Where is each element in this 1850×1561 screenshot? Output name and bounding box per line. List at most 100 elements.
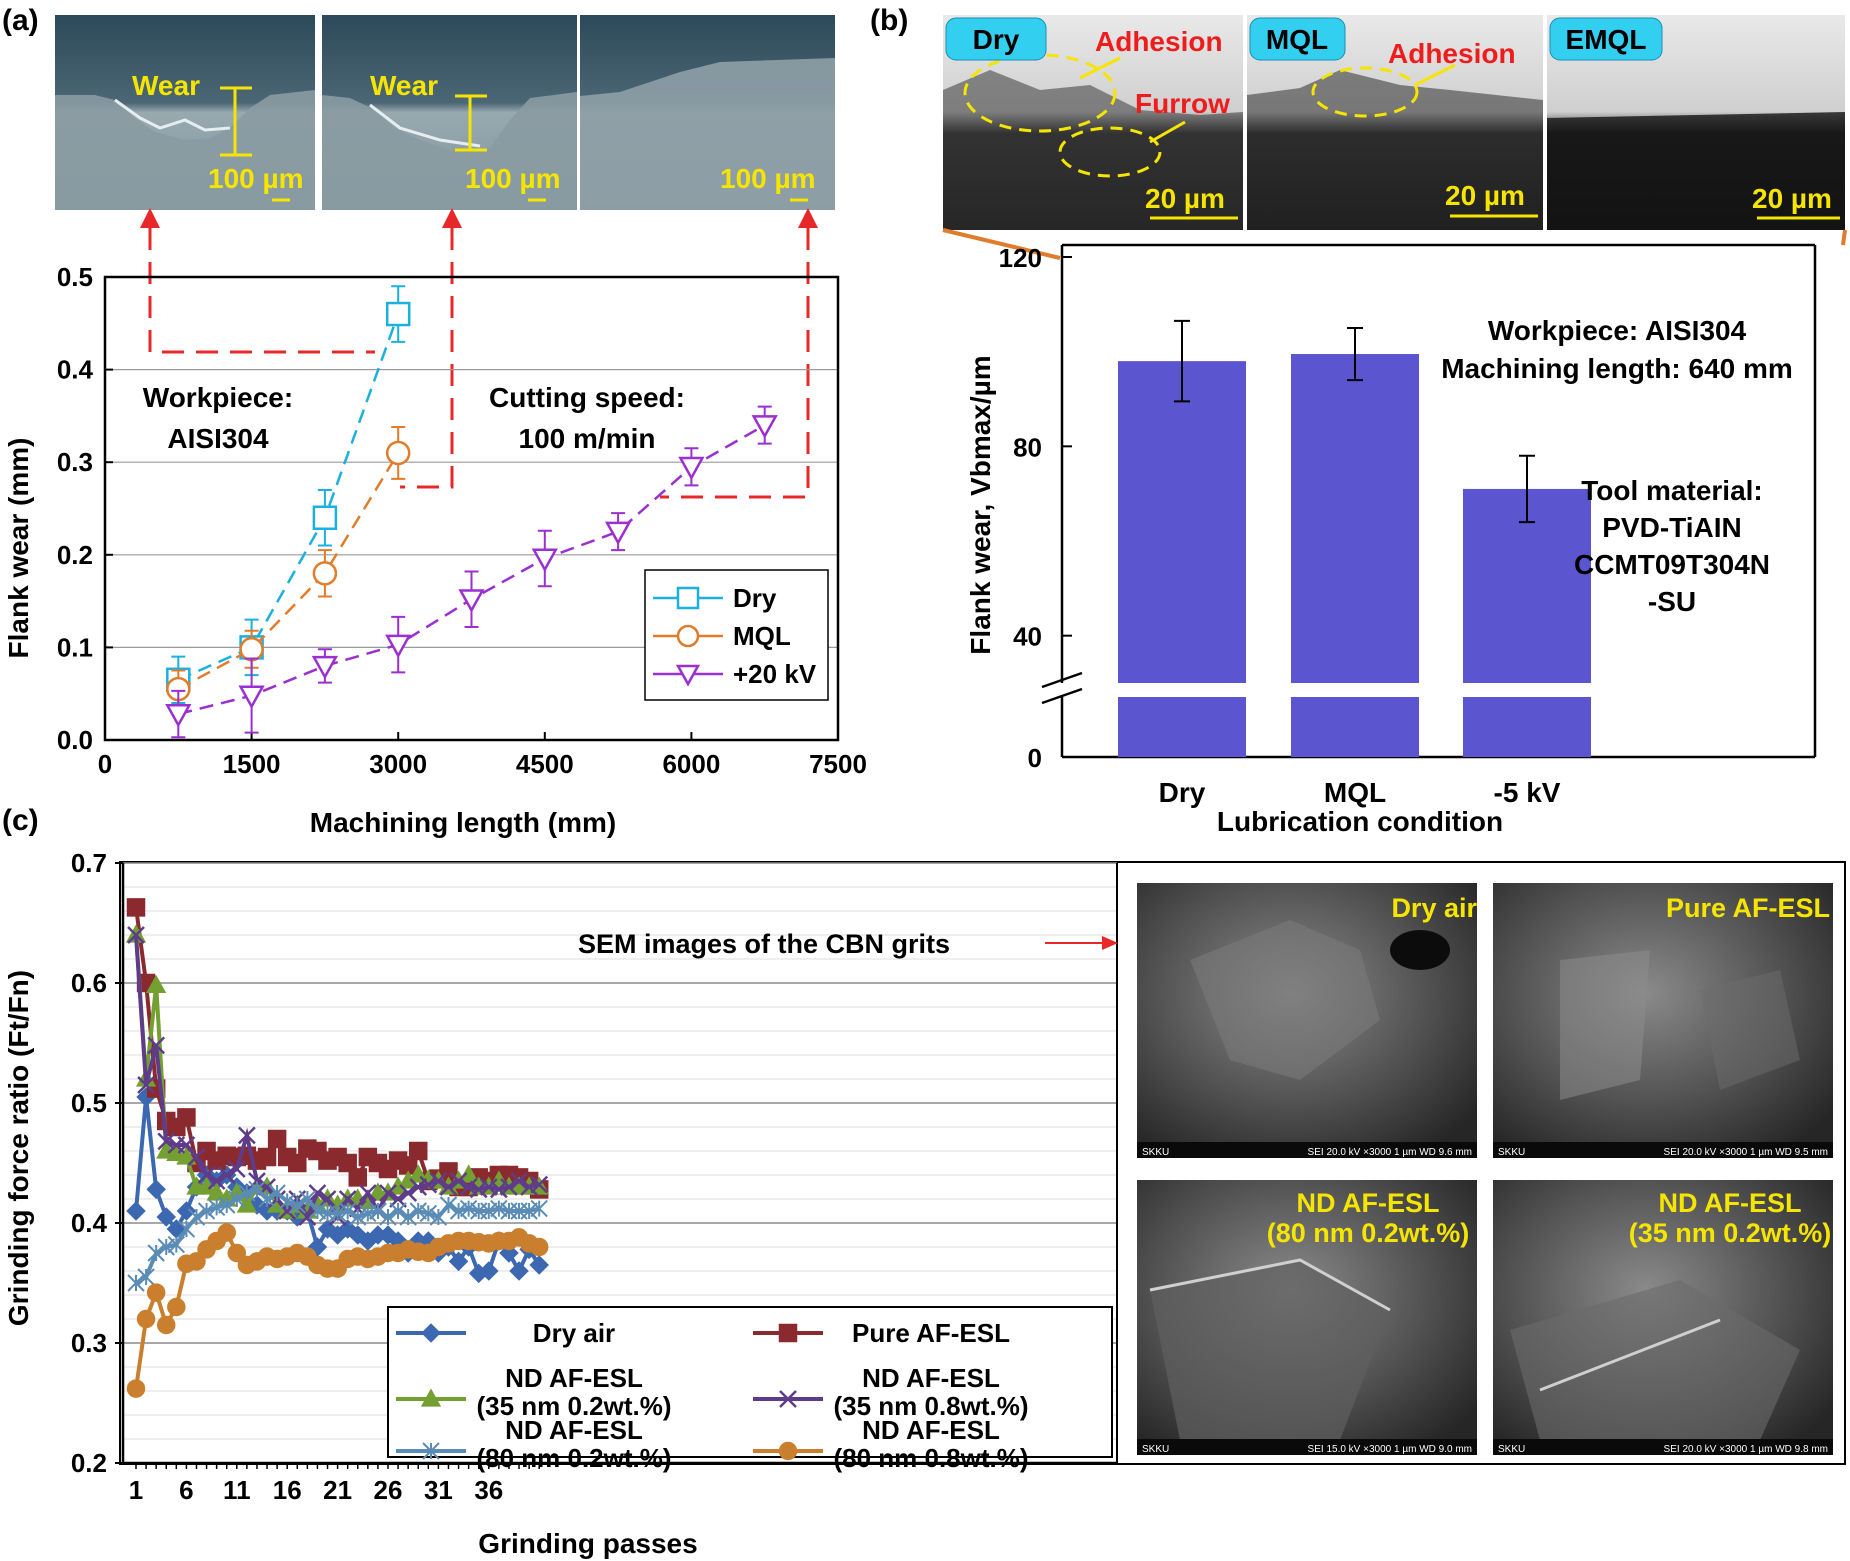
sem-tag: Dry <box>973 24 1020 55</box>
sem-mql: MQL Adhesion 20 µm <box>1247 15 1543 230</box>
data-point <box>146 974 167 994</box>
data-point <box>146 1283 166 1302</box>
sem-dry-air: SKKU SEI 20.0 kV ×3000 1 µm WD 9.6 mm Dr… <box>1137 883 1477 1158</box>
data-point <box>419 1175 438 1194</box>
speed-value: 100 m/min <box>519 423 656 454</box>
data-point <box>137 1076 155 1094</box>
sem-tag: MQL <box>1266 24 1328 55</box>
data-point <box>258 1190 276 1208</box>
legend-label: Dry air <box>533 1318 615 1348</box>
workpiece-value: AISI304 <box>167 423 269 454</box>
sem-title: ND AF-ESL <box>1659 1188 1802 1218</box>
data-point <box>449 1202 468 1220</box>
sem-footer-left: SKKU <box>1142 1147 1169 1158</box>
scale-label: 100 µm <box>465 163 561 194</box>
sem-title: ND AF-ESL <box>1297 1188 1440 1218</box>
data-point <box>369 1202 387 1220</box>
error-bar <box>1174 319 1190 403</box>
x-tick-label: 4500 <box>516 749 574 779</box>
data-point <box>389 1202 407 1220</box>
data-point <box>167 1297 186 1317</box>
data-point <box>207 1198 226 1217</box>
data-point <box>217 1166 236 1184</box>
sem-footer-right: SEI 20.0 kV ×3000 1 µm WD 9.5 mm <box>1664 1147 1828 1158</box>
y-tick-label: 0.4 <box>71 1208 108 1238</box>
sem-arrow: SEM images of the CBN grits <box>578 929 1118 959</box>
data-point <box>177 1220 196 1238</box>
data-point <box>268 1184 286 1202</box>
data-point <box>349 1208 367 1226</box>
data-point <box>604 521 632 546</box>
data-point <box>348 1168 368 1187</box>
legend-marker <box>778 1441 798 1461</box>
x-tick-label: 1 <box>129 1475 143 1505</box>
data-point <box>338 1202 357 1220</box>
legend-box <box>387 1306 1113 1458</box>
data-point <box>489 1180 508 1199</box>
sem-arrow-label: SEM images of the CBN grits <box>578 929 950 959</box>
data-point <box>288 1196 306 1214</box>
zoom-line-left <box>942 228 1061 260</box>
sem-footer-right: SEI 20.0 kV ×3000 1 µm WD 9.6 mm <box>1308 1147 1472 1158</box>
panel-a-connector-arrows <box>140 208 818 228</box>
data-point <box>147 1036 166 1055</box>
length-label: Machining length: 640 mm <box>1441 353 1793 384</box>
legend-marker <box>420 1388 442 1407</box>
plot-frame <box>103 275 840 742</box>
legend-label: (80 nm 0.8wt.%) <box>833 1443 1028 1473</box>
data-point <box>530 1175 549 1194</box>
data-point <box>298 1190 317 1208</box>
data-point <box>530 1199 548 1218</box>
scale-label: 20 µm <box>1145 183 1225 214</box>
data-point <box>227 1160 246 1178</box>
y-tick-label: 0.0 <box>57 725 93 755</box>
legend-marker <box>676 624 700 648</box>
scale-label: 100 µm <box>720 163 816 194</box>
data-point <box>127 1274 145 1292</box>
data-point <box>385 634 412 659</box>
y-tick-label: 0.2 <box>71 1448 107 1478</box>
sem-title: Dry air <box>1391 893 1477 923</box>
data-point <box>126 898 146 917</box>
y-tick-label: 120 <box>999 243 1042 273</box>
xlabel-c: Grinding passes <box>478 1528 697 1559</box>
ylabel-c: Grinding force ratio (Ft/Fn) <box>3 970 34 1326</box>
y-tick-label: 0.5 <box>71 1088 107 1118</box>
y-tick-label: 0.3 <box>57 447 93 477</box>
x-tick-label: MQL <box>1324 777 1386 808</box>
data-point <box>288 1153 307 1173</box>
chart-a: 0.0 0.1 0.2 0.3 0.4 0.5 0 1500 3000 4500 6000 7500 D… <box>57 262 867 779</box>
tool-value-2: CCMT09T304N <box>1574 549 1770 580</box>
data-point <box>529 1237 549 1257</box>
data-point <box>137 1268 155 1286</box>
data-point <box>187 1252 206 1271</box>
micrograph-dry: Wear 100 µm <box>55 15 315 210</box>
sem-footer-left: SKKU <box>1498 1444 1525 1455</box>
zoom-line-right <box>1841 229 1847 246</box>
wear-label: Wear <box>132 70 200 101</box>
data-point <box>520 1202 538 1220</box>
data-point <box>257 1147 277 1167</box>
data-point <box>177 1136 196 1154</box>
data-point <box>328 1204 347 1223</box>
data-point <box>165 704 192 728</box>
data-point <box>520 1178 539 1196</box>
data-point <box>187 1148 206 1166</box>
sem-footer-right: SEI 20.0 kV ×3000 1 µm WD 9.8 mm <box>1664 1444 1828 1455</box>
data-point <box>419 1204 438 1223</box>
xlabel-b: Lubrication condition <box>1217 806 1503 837</box>
y-tick-label: 80 <box>1013 432 1042 462</box>
data-point <box>429 1208 448 1226</box>
panel-b-label: (b) <box>870 4 908 37</box>
legend-marker <box>421 1323 441 1343</box>
panel-a-micrographs: Wear 100 µm Wear 100 µm 100 µm <box>55 15 835 210</box>
data-point <box>459 1178 478 1196</box>
sem-footer-left: SKKU <box>1498 1147 1525 1158</box>
data-point <box>449 1172 468 1190</box>
micrograph-mql: Wear 100 µm <box>322 15 577 210</box>
x-tick-label: 0 <box>98 749 112 779</box>
sem-nd-35nm: SKKU SEI 20.0 kV ×3000 1 µm WD 9.8 mm ND… <box>1493 1180 1833 1455</box>
y-tick-label: 0.5 <box>57 262 93 292</box>
data-point <box>311 655 339 680</box>
